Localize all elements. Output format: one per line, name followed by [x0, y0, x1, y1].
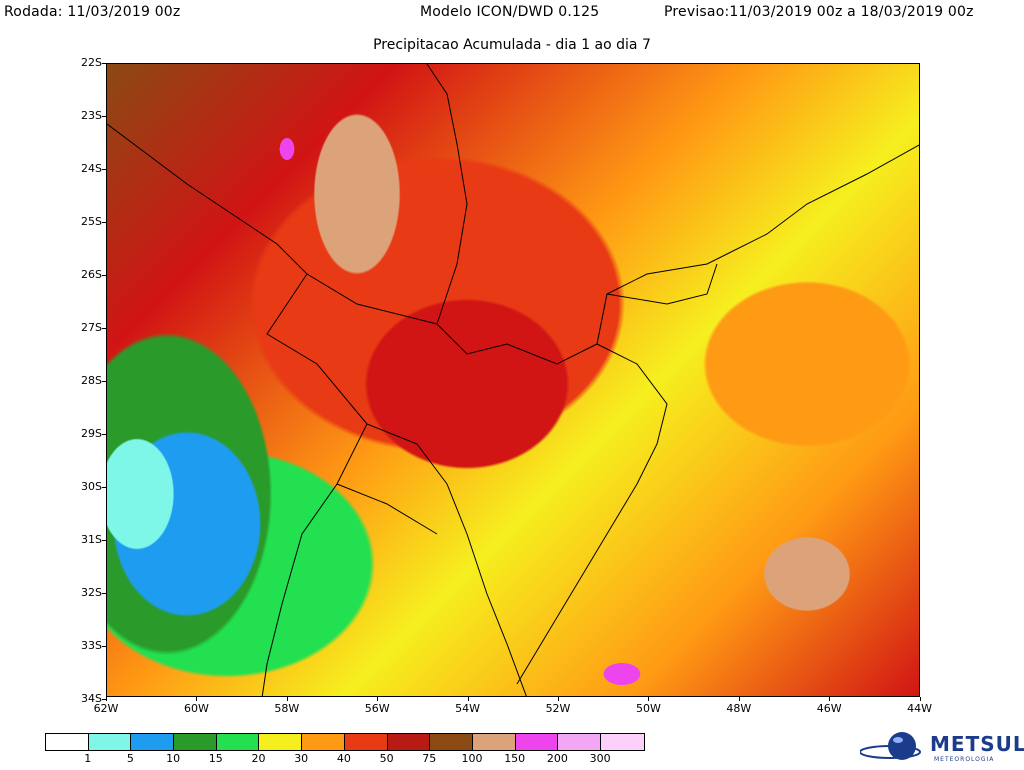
- longitude-label: 54W: [455, 702, 481, 715]
- latitude-tick: [102, 275, 106, 276]
- latitude-label: 26S: [81, 268, 102, 281]
- colorbar-label: 100: [461, 752, 483, 765]
- latitude-tick: [102, 434, 106, 435]
- longitude-label: 46W: [816, 702, 842, 715]
- longitude-label: 50W: [635, 702, 661, 715]
- longitude-tick: [738, 697, 740, 701]
- colorbar-swatch: [131, 734, 175, 750]
- colorbar-swatch: [430, 734, 473, 750]
- longitude-label: 58W: [274, 702, 300, 715]
- precipitation-colorbar: [45, 733, 645, 751]
- longitude-tick: [558, 697, 559, 701]
- longitude-label: 44W: [907, 702, 933, 715]
- latitude-label: 30S: [81, 480, 102, 493]
- longitude-tick: [196, 697, 198, 701]
- latitude-label: 27S: [81, 321, 102, 334]
- colorbar-label: 40: [336, 752, 351, 765]
- colorbar-label: 150: [504, 752, 526, 765]
- map-subtitle: Precipitacao Acumulada - dia 1 ao dia 7: [373, 37, 651, 53]
- longitude-label: 62W: [93, 702, 119, 715]
- latitude-label: 22S: [81, 56, 102, 69]
- longitude-tick: [106, 697, 107, 701]
- latitude-label: 33S: [81, 639, 102, 652]
- longitude-label: 56W: [364, 702, 390, 715]
- latitude-tick: [102, 222, 106, 223]
- latitude-tick: [102, 63, 106, 64]
- colorbar-swatch: [302, 734, 345, 750]
- longitude-label: 60W: [183, 702, 209, 715]
- colorbar-swatch: [88, 734, 132, 750]
- longitude-tick: [919, 697, 921, 701]
- longitude-label: 48W: [726, 702, 752, 715]
- latitude-tick: [102, 381, 106, 382]
- latitude-tick: [102, 593, 106, 594]
- colorbar-label: 30: [294, 752, 309, 765]
- colorbar-label: 5: [126, 752, 134, 765]
- run-date: Rodada: 11/03/2019 00z: [4, 4, 181, 20]
- logo-name: METSUL: [930, 732, 1024, 756]
- borders-overlay: [107, 64, 919, 696]
- colorbar-swatch: [387, 734, 431, 750]
- globe-icon: [860, 732, 921, 760]
- colorbar-swatch: [472, 734, 516, 750]
- longitude-tick: [286, 697, 288, 701]
- latitude-label: 31S: [81, 533, 102, 546]
- colorbar-swatch: [46, 734, 89, 750]
- colorbar-label: 75: [422, 752, 437, 765]
- latitude-tick: [102, 328, 106, 329]
- forecast-period: Previsao:11/03/2019 00z a 18/03/2019 00z: [664, 4, 974, 20]
- colorbar-swatch: [174, 734, 217, 750]
- latitude-label: 24S: [81, 162, 102, 175]
- latitude-label: 25S: [81, 215, 102, 228]
- latitude-tick: [102, 487, 106, 488]
- colorbar-label: 10: [166, 752, 181, 765]
- latitude-tick: [102, 646, 106, 647]
- latitude-tick: [102, 116, 106, 117]
- latitude-tick: [102, 169, 106, 170]
- latitude-tick: [102, 699, 106, 700]
- colorbar-swatch: [216, 734, 260, 750]
- colorbar-swatch: [515, 734, 559, 750]
- latitude-label: 34S: [81, 692, 102, 705]
- latitude-label: 23S: [81, 109, 102, 122]
- logo-tagline: METEOROLOGIA: [934, 756, 995, 763]
- longitude-label: 52W: [545, 702, 571, 715]
- longitude-tick: [829, 697, 831, 701]
- longitude-tick: [467, 697, 469, 701]
- longitude-tick: [648, 697, 650, 701]
- latitude-label: 29S: [81, 427, 102, 440]
- colorbar-swatch: [600, 734, 644, 750]
- colorbar-swatch: [344, 734, 388, 750]
- colorbar-label: 200: [546, 752, 568, 765]
- colorbar-swatch: [259, 734, 303, 750]
- colorbar-label: 300: [589, 752, 611, 765]
- latitude-label: 32S: [81, 586, 102, 599]
- precipitation-map: [106, 63, 920, 697]
- latitude-label: 28S: [81, 374, 102, 387]
- colorbar-label: 50: [379, 752, 394, 765]
- colorbar-label: 1: [84, 752, 92, 765]
- model-name: Modelo ICON/DWD 0.125: [420, 4, 600, 20]
- metsul-logo: METSUL METEOROLOGIA: [860, 728, 1024, 768]
- colorbar-label: 20: [251, 752, 266, 765]
- colorbar-swatch: [558, 734, 601, 750]
- longitude-tick: [377, 697, 379, 701]
- latitude-tick: [102, 540, 106, 541]
- colorbar-label: 15: [208, 752, 223, 765]
